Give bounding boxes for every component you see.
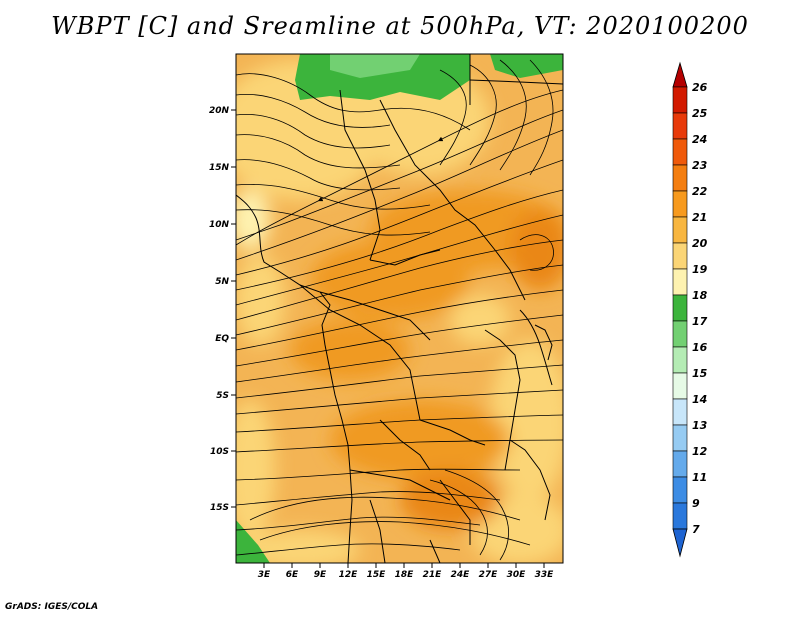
lon-label: 9E	[314, 570, 327, 580]
colorbar-label: 26	[692, 81, 708, 94]
lon-label: 3E	[258, 570, 271, 580]
colorbar: 26 25 24 23 22 21 20 19 18 17 16 15 14 1…	[672, 61, 708, 558]
green-patch-north-light	[330, 54, 420, 78]
green-patch-northeast	[490, 54, 563, 78]
colorbar-segment	[672, 294, 688, 322]
lat-label: 10N	[209, 220, 230, 230]
colorbar-bottom-triangle	[672, 528, 688, 558]
colorbar-label: 23	[692, 159, 708, 172]
country-borders	[236, 54, 563, 563]
colorbar-segment	[672, 164, 688, 192]
latitude-axis: 20N 15N 10N 5N EQ 5S 10S 15S	[209, 106, 236, 513]
lon-label: 18E	[395, 570, 415, 580]
colorbar-label: 13	[692, 419, 708, 432]
colorbar-segment	[672, 424, 688, 452]
colorbar-segment	[672, 112, 688, 140]
colorbar-label: 18	[692, 289, 708, 302]
colorbar-segment	[672, 190, 688, 218]
colorbar-label: 22	[692, 185, 708, 198]
colorbar-label: 11	[692, 471, 707, 484]
lon-label: 27E	[479, 570, 499, 580]
colorbar-label: 12	[692, 445, 708, 458]
colorbar-segment	[672, 216, 688, 244]
map-panel: 20N 15N 10N 5N EQ 5S 10S 15S 3E 6E 9E 12…	[209, 53, 564, 580]
lat-label: 15N	[209, 163, 230, 173]
colorbar-label: 14	[692, 393, 707, 406]
lat-label: EQ	[215, 334, 229, 344]
lon-label: 12E	[339, 570, 359, 580]
colorbar-label: 15	[692, 367, 708, 380]
lon-label: 15E	[367, 570, 387, 580]
lat-label: 5S	[216, 391, 229, 401]
colorbar-label: 19	[692, 263, 708, 276]
lat-label: 10S	[210, 447, 229, 457]
longitude-axis: 3E 6E 9E 12E 15E 18E 21E 24E 27E 30E 33E	[258, 563, 554, 580]
colorbar-segment	[672, 372, 688, 400]
colorbar-segment	[672, 502, 688, 530]
lon-label: 24E	[451, 570, 471, 580]
colorbar-segment	[672, 138, 688, 166]
colorbar-label: 9	[692, 497, 700, 510]
map-title: WBPT [C] and Sreamline at 500hPa, VT: 20…	[51, 12, 749, 40]
lon-label: 21E	[423, 570, 443, 580]
colorbar-label: 20	[692, 237, 708, 250]
lat-label: 5N	[215, 277, 229, 287]
grads-credit: GrADS: IGES/COLA	[5, 602, 99, 612]
colorbar-segment	[672, 476, 688, 504]
colorbar-top-triangle	[672, 61, 688, 88]
colorbar-segment	[672, 346, 688, 374]
lon-label: 33E	[535, 570, 555, 580]
colorbar-label: 16	[692, 341, 708, 354]
colorbar-label: 17	[692, 315, 708, 328]
colorbar-segment	[672, 86, 688, 114]
colorbar-label: 7	[692, 523, 700, 536]
colorbar-segment	[672, 320, 688, 348]
lat-label: 15S	[210, 503, 229, 513]
colorbar-segment	[672, 450, 688, 478]
colorbar-segment	[672, 242, 688, 270]
lon-label: 6E	[286, 570, 299, 580]
temperature-field	[236, 60, 563, 563]
colorbar-label: 24	[692, 133, 707, 146]
colorbar-segment	[672, 398, 688, 426]
colorbar-segment	[672, 268, 688, 296]
lat-label: 20N	[209, 106, 230, 116]
colorbar-label: 21	[692, 211, 707, 224]
map-frame	[235, 53, 564, 564]
lon-label: 30E	[507, 570, 527, 580]
colorbar-label: 25	[692, 107, 708, 120]
